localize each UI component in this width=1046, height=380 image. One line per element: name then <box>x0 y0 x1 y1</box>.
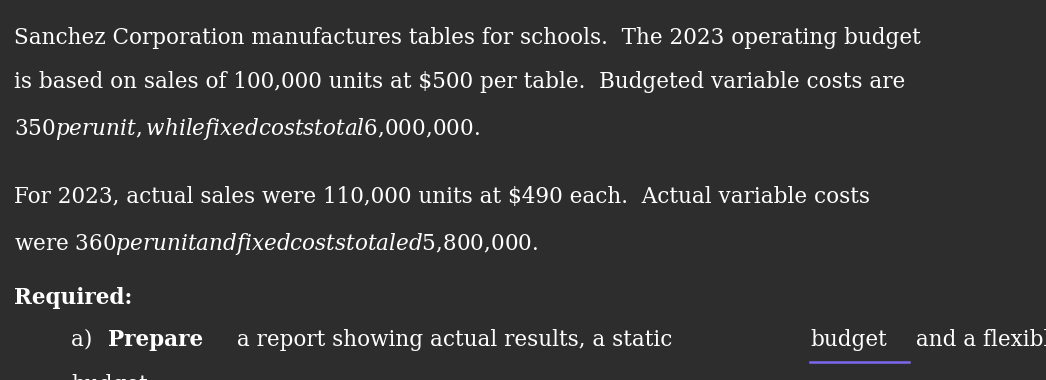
Text: a): a) <box>71 329 99 351</box>
Text: For 2023, actual sales were 110,000 units at $490 each.  Actual variable costs: For 2023, actual sales were 110,000 unit… <box>14 186 869 208</box>
Text: budget.: budget. <box>71 374 155 380</box>
Text: Sanchez Corporation manufactures tables for schools.  The 2023 operating budget: Sanchez Corporation manufactures tables … <box>14 27 920 49</box>
Text: $350 per unit, while fixed costs total $6,000,000.: $350 per unit, while fixed costs total $… <box>14 116 479 142</box>
Text: is based on sales of 100,000 units at $500 per table.  Budgeted variable costs a: is based on sales of 100,000 units at $5… <box>14 71 905 93</box>
Text: and a flexible: and a flexible <box>909 329 1046 351</box>
Text: budget: budget <box>810 329 887 351</box>
Text: Required:: Required: <box>14 287 132 309</box>
Text: Prepare: Prepare <box>108 329 203 351</box>
Text: were $360 per unit and fixed costs totaled $5,800,000.: were $360 per unit and fixed costs total… <box>14 231 538 257</box>
Text: a report showing actual results, a static: a report showing actual results, a stati… <box>230 329 680 351</box>
